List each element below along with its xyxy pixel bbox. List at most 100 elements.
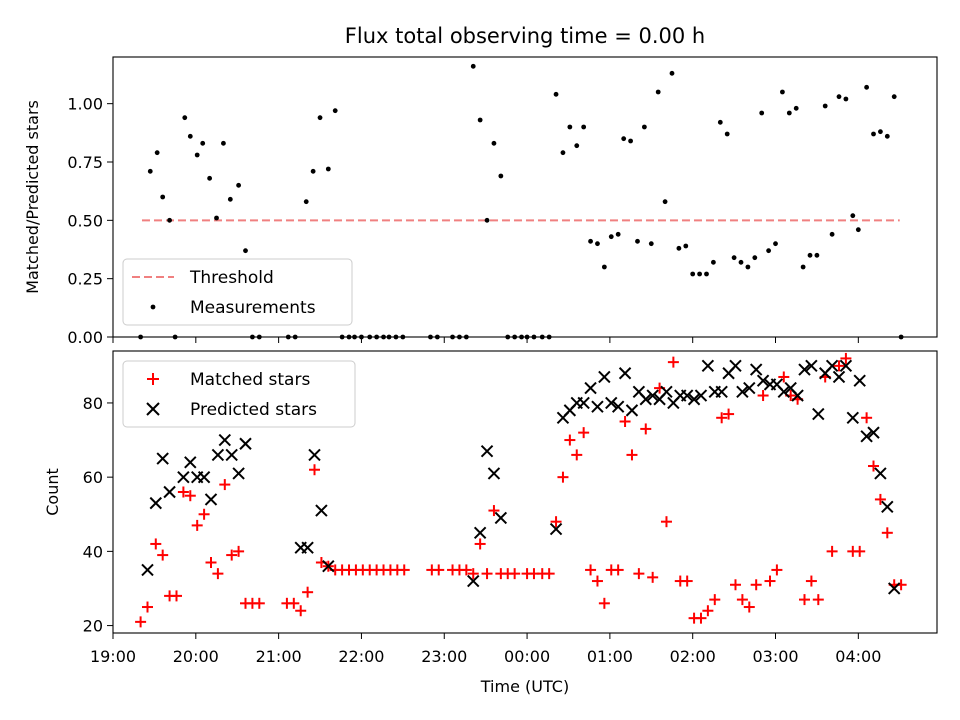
- predicted-star-point: [322, 560, 335, 573]
- bottom-plot-frame: [112, 350, 938, 634]
- predicted-star-point: [218, 433, 232, 447]
- matched-star-point: [716, 412, 728, 424]
- predicted-star-point: [680, 389, 694, 402]
- predicted-star-point: [798, 363, 811, 376]
- predicted-star-point: [646, 389, 659, 402]
- measurement-point: [553, 91, 559, 97]
- matched-star-point: [177, 486, 189, 498]
- measurement-point: [690, 271, 696, 277]
- predicted-star-point: [584, 381, 597, 395]
- predicted-star-point: [777, 385, 791, 399]
- predicted-star-point: [846, 411, 860, 424]
- measurement-point: [332, 108, 338, 114]
- measurement-point: [574, 143, 580, 149]
- predicted-star-point: [177, 470, 190, 484]
- measurement-point: [669, 70, 675, 76]
- matched-star-point: [854, 545, 866, 557]
- matched-star-point: [288, 597, 300, 609]
- predicted-star-point: [225, 448, 238, 462]
- matched-star-point: [509, 568, 521, 580]
- top-plot-frame: [112, 56, 938, 338]
- matched-star-point: [709, 594, 721, 606]
- matched-star-point: [226, 549, 238, 561]
- predicted-star-point: [701, 359, 715, 373]
- measurement-point: [236, 182, 242, 188]
- legend-predicted-swatch: [146, 402, 160, 416]
- predicted-star-point: [232, 467, 245, 480]
- matched-star-point: [660, 516, 672, 528]
- matched-star-point: [150, 538, 162, 550]
- predicted-star-point: [867, 426, 880, 439]
- predicted-star-point: [308, 448, 321, 462]
- predicted-star-point: [315, 504, 328, 517]
- predicted-star-point: [660, 385, 673, 399]
- predicted-star-point: [149, 496, 162, 510]
- measurement-point: [786, 110, 792, 116]
- measurement-point: [800, 264, 806, 270]
- measurement-point: [829, 231, 835, 237]
- predicted-star-point: [487, 467, 501, 480]
- matched-star-point: [433, 564, 445, 576]
- predicted-star-point: [715, 385, 728, 399]
- measurement-point: [738, 259, 744, 265]
- matched-star-point: [695, 612, 707, 624]
- measurement-point: [836, 94, 842, 100]
- predicted-star-point: [729, 359, 742, 373]
- predicted-star-point: [211, 448, 225, 462]
- matched-star-point: [874, 493, 886, 505]
- matched-star-point: [481, 568, 493, 580]
- measurement-point: [491, 140, 497, 146]
- matched-star-point: [868, 460, 880, 472]
- x-tick-label: 20:00: [173, 647, 219, 666]
- measurement-point: [641, 124, 647, 130]
- measurement-point: [567, 124, 573, 130]
- legend-predicted-label: Predicted stars: [190, 400, 317, 420]
- measurement-point: [154, 150, 160, 156]
- measurement-point: [807, 252, 813, 258]
- predicted-star-point: [625, 404, 639, 417]
- measurement-point: [635, 238, 640, 244]
- matched-star-point: [681, 575, 693, 587]
- matched-star-point: [184, 490, 196, 502]
- y-tick-label: 60: [83, 468, 103, 487]
- measurement-point: [745, 264, 751, 270]
- measurement-point: [477, 117, 483, 123]
- x-tick-label: 19:00: [90, 647, 136, 666]
- measurement-point: [662, 199, 668, 205]
- matched-star-point: [571, 449, 583, 461]
- predicted-star-point: [301, 541, 314, 554]
- matched-star-point: [398, 564, 410, 576]
- measurement-point: [628, 138, 633, 144]
- matched-star-point: [302, 586, 314, 598]
- predicted-star-point: [853, 374, 866, 387]
- matched-star-point: [626, 449, 638, 461]
- x-tick-label: 02:00: [670, 647, 716, 666]
- measurement-point: [243, 248, 248, 254]
- measurement-point: [717, 119, 723, 125]
- top-x-ticks: [112, 337, 859, 343]
- matched-star-point: [543, 568, 555, 580]
- predicted-star-point: [749, 363, 763, 376]
- top-legend-box: [122, 258, 353, 326]
- y-tick-label: 0.25: [67, 270, 103, 289]
- x-tick-label: 01:00: [587, 647, 633, 666]
- measurement-point: [878, 129, 883, 135]
- matched-star-point: [812, 594, 824, 606]
- measurement-point: [655, 89, 661, 95]
- predicted-star-point: [687, 393, 701, 406]
- bottom-legend-box: [122, 360, 356, 428]
- predicted-star-point: [756, 374, 770, 387]
- x-tick-label: 22:00: [338, 647, 384, 666]
- matched-star-point: [771, 564, 783, 576]
- matched-star-point: [591, 575, 603, 587]
- matched-star-point: [564, 434, 576, 446]
- predicted-star-point: [694, 389, 708, 402]
- matched-star-point: [219, 479, 231, 491]
- top-legend: Threshold Measurements: [122, 258, 353, 326]
- matched-star-point: [157, 549, 169, 561]
- measurement-point: [814, 252, 820, 258]
- legend-threshold-label: Threshold: [189, 268, 274, 288]
- predicted-star-point: [805, 359, 818, 373]
- predicted-star-point: [881, 500, 894, 514]
- matched-star-point: [135, 616, 147, 628]
